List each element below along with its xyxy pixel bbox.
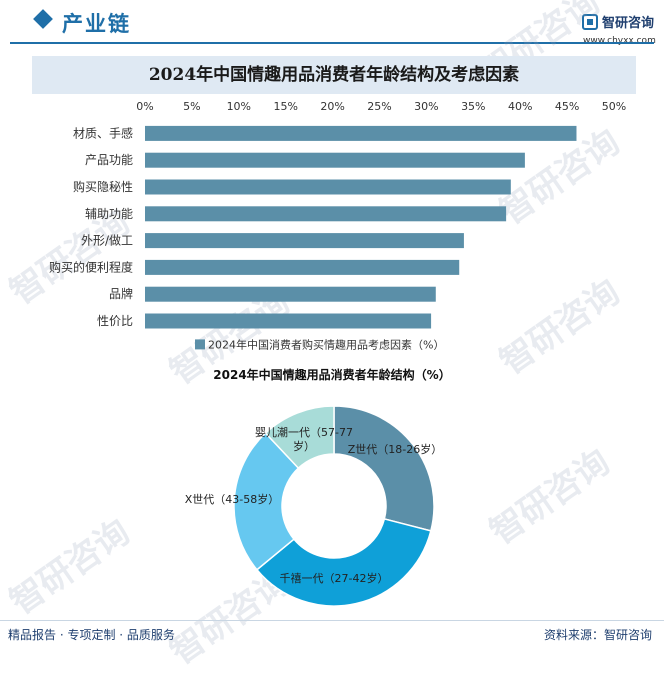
x-tick-label: 30% [414, 100, 438, 113]
category-label: 购买隐秘性 [73, 179, 133, 194]
x-tick-label: 40% [508, 100, 532, 113]
footer: 精品报告 · 专项定制 · 品质服务 资料来源：智研咨询 [0, 620, 664, 646]
category-label: 外形/做工 [81, 233, 133, 248]
legend-swatch [195, 339, 205, 350]
bar [145, 259, 460, 275]
slice-label: X世代（43-58岁） [185, 492, 280, 506]
header-title: 产业链 [62, 12, 131, 36]
x-tick-label: 25% [367, 100, 391, 113]
bar [145, 152, 525, 168]
header-divider [10, 42, 654, 44]
slice-label: Z世代（18-26岁） [348, 442, 443, 456]
footer-source: 资料来源：智研咨询 [543, 628, 652, 642]
donut-title: 2024年中国情趣用品消费者年龄结构（%） [213, 368, 451, 382]
donut-chart: Z世代（18-26岁） 千禧一代（27-42岁） X世代（43-58岁） 婴儿潮一代（… [185, 405, 443, 607]
bar [145, 233, 464, 249]
donut-slice [255, 518, 432, 607]
header: 产业链 智研咨询 www.chyxx.com [0, 0, 664, 46]
footer-divider [0, 620, 664, 621]
logo-icon [582, 14, 598, 30]
x-tick-label: 35% [461, 100, 485, 113]
footer-tagline: 精品报告 · 专项定制 · 品质服务 [8, 628, 175, 642]
category-label: 性价比 [97, 314, 133, 328]
category-label: 辅助功能 [85, 207, 133, 221]
category-label: 材质、手感 [73, 125, 133, 140]
bar [145, 179, 511, 195]
legend-label: 2024年中国消费者购买情趣用品考虑因素（%） [208, 337, 444, 351]
x-tick-label: 45% [555, 100, 579, 113]
diamond-icon [33, 9, 53, 29]
title-band: 2024年中国情趣用品消费者年龄结构及考虑因素 [32, 56, 636, 94]
bar [145, 286, 436, 302]
donut-slice [333, 405, 435, 532]
bar [145, 313, 432, 329]
category-label: 品牌 [109, 287, 133, 301]
bar [145, 206, 507, 222]
x-tick-label: 50% [602, 100, 626, 113]
logo-url: www.chyxx.com [583, 36, 656, 46]
category-label: 产品功能 [85, 153, 133, 167]
bar-chart: 0% 5% 10% 15% 20% 25% 30% 35% 40% 45% 50% 材质、手感产品功… [49, 100, 626, 351]
x-tick-label: 20% [320, 100, 344, 113]
chart-title: 2024年中国情趣用品消费者年龄结构及考虑因素 [148, 65, 520, 85]
x-tick-label: 5% [183, 100, 200, 113]
x-tick-label: 0% [136, 100, 153, 113]
donut-slice [264, 405, 335, 470]
bar [145, 125, 577, 141]
x-tick-label: 10% [227, 100, 251, 113]
x-tick-label: 15% [273, 100, 297, 113]
donut-slice [233, 432, 300, 571]
slice-label: 婴儿潮一代（57-77 岁） [255, 425, 353, 453]
logo-name: 智研咨询 [602, 16, 655, 31]
slice-label: 千禧一代（27-42岁） [280, 571, 389, 585]
category-label: 购买的便利程度 [49, 259, 133, 274]
